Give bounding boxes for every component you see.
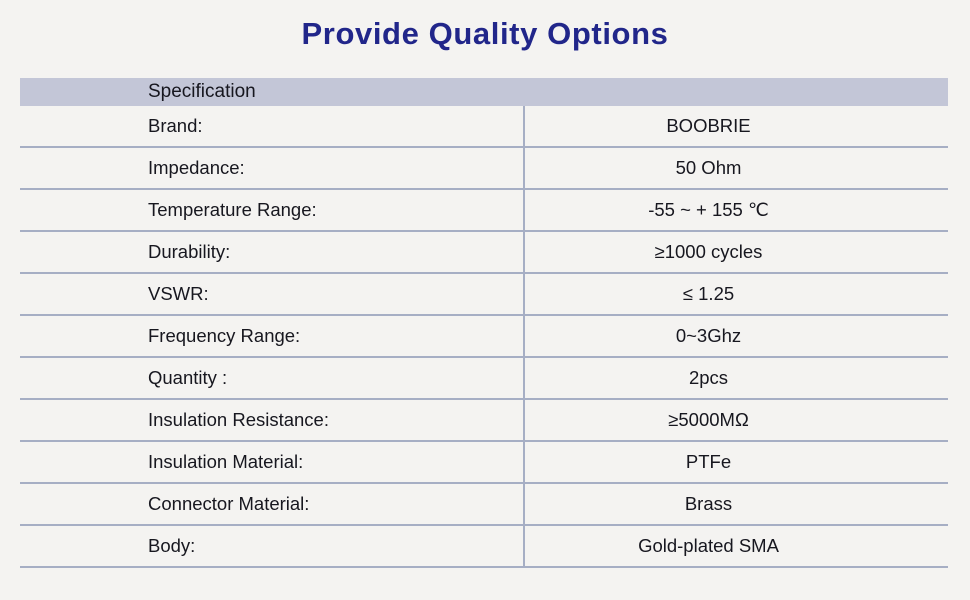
spec-value: ≥1000 cycles	[523, 232, 948, 272]
spec-value: Brass	[523, 484, 948, 524]
spec-value: ≤ 1.25	[523, 274, 948, 314]
spec-value: BOOBRIE	[523, 106, 948, 146]
table-row: Durability: ≥1000 cycles	[20, 232, 948, 274]
spec-label: Quantity :	[148, 367, 228, 388]
spec-label: Insulation Resistance:	[148, 409, 329, 430]
table-row: Impedance: 50 Ohm	[20, 148, 948, 190]
spec-value: 2pcs	[523, 358, 948, 398]
spec-label: Insulation Material:	[148, 451, 304, 472]
page-title: Provide Quality Options	[301, 16, 669, 51]
table-row: Connector Material: Brass	[20, 484, 948, 526]
spec-value: 50 Ohm	[523, 148, 948, 188]
spec-label: Impedance:	[148, 157, 245, 178]
table-row: VSWR: ≤ 1.25	[20, 274, 948, 316]
spec-value: PTFe	[523, 442, 948, 482]
spec-label: Durability:	[148, 241, 231, 262]
spec-label: Frequency Range:	[148, 325, 301, 346]
table-row: Body: Gold-plated SMA	[20, 526, 948, 568]
spec-label: VSWR:	[148, 283, 209, 304]
table-row: Insulation Material: PTFe	[20, 442, 948, 484]
spec-value: -55 ~ + 155 ℃	[523, 190, 948, 230]
spec-label: Body:	[148, 535, 196, 556]
spec-label: Connector Material:	[148, 493, 310, 514]
specification-table: Specification Brand: BOOBRIE Impedance: …	[20, 78, 948, 568]
table-header-row: Specification	[20, 78, 948, 106]
spec-value: 0~3Ghz	[523, 316, 948, 356]
spec-label: Brand:	[148, 115, 203, 136]
spec-label: Temperature Range:	[148, 199, 317, 220]
spec-value: ≥5000MΩ	[523, 400, 948, 440]
spec-value: Gold-plated SMA	[523, 526, 948, 566]
table-header-label: Specification	[148, 81, 256, 102]
table-row: Quantity : 2pcs	[20, 358, 948, 400]
table-row: Insulation Resistance: ≥5000MΩ	[20, 400, 948, 442]
table-body: Brand: BOOBRIE Impedance: 50 Ohm Tempera…	[20, 106, 948, 568]
table-row: Temperature Range: -55 ~ + 155 ℃	[20, 190, 948, 232]
table-row: Frequency Range: 0~3Ghz	[20, 316, 948, 358]
table-row: Brand: BOOBRIE	[20, 106, 948, 148]
